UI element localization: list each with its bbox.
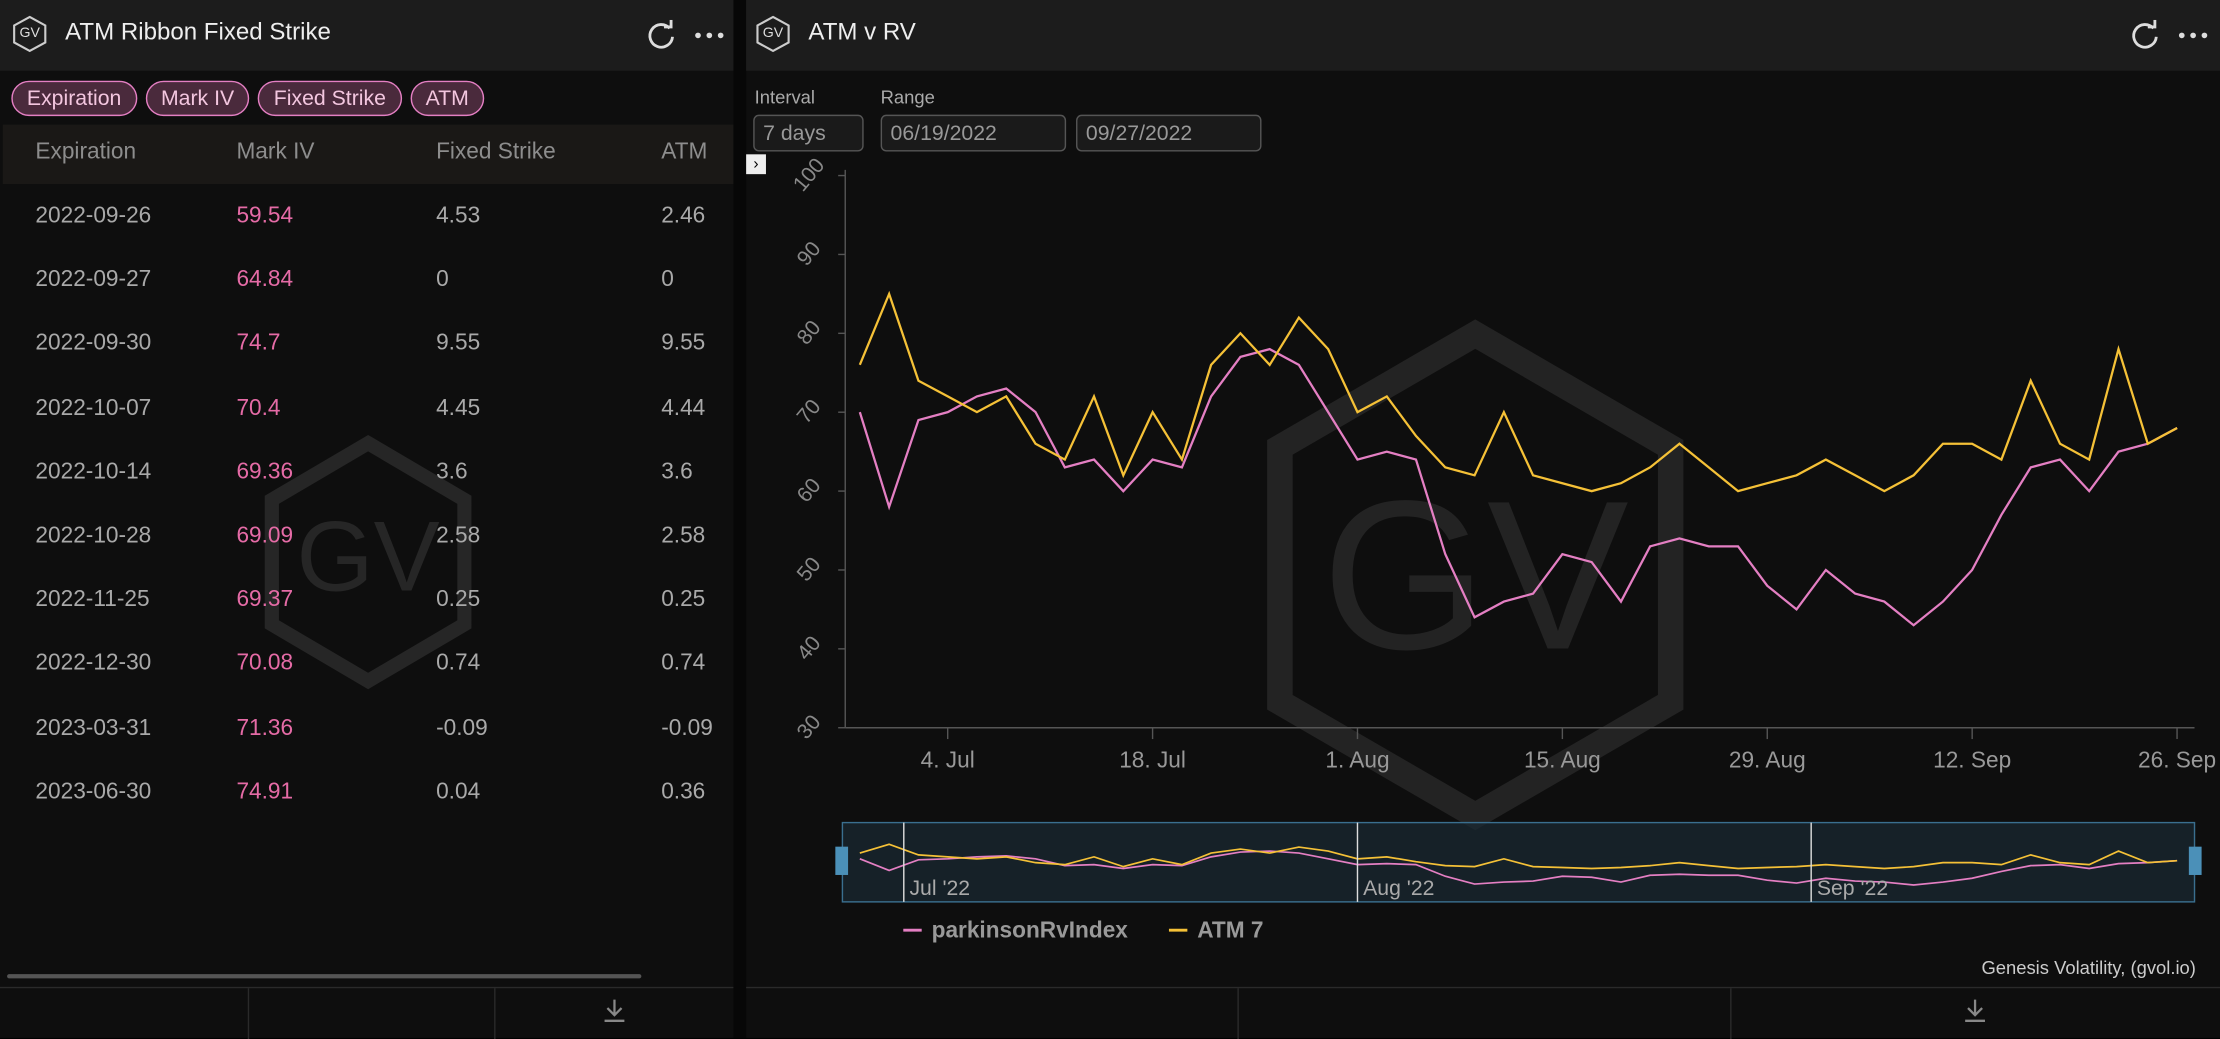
- table-cell: 2022-11-25: [35, 587, 150, 612]
- footer-divider: [494, 988, 496, 1039]
- table-cell: 3.6: [661, 459, 693, 484]
- table-cell: 2.58: [661, 523, 706, 548]
- table-cell: -0.09: [436, 715, 488, 740]
- table-cell: 9.55: [661, 331, 706, 356]
- table-cell: 2.46: [661, 203, 706, 228]
- filter-chip[interactable]: ATM: [410, 80, 485, 117]
- table-header-bg: [2, 124, 734, 185]
- footer-divider: [1237, 988, 1239, 1039]
- filter-chip[interactable]: Expiration: [11, 80, 137, 117]
- table-cell: 2023-03-31: [35, 715, 152, 740]
- table-cell: 2.58: [436, 523, 481, 548]
- watermark-text: GV: [297, 501, 440, 612]
- download-button[interactable]: [1961, 997, 1989, 1025]
- table-cell: 71.36: [236, 715, 294, 740]
- credit: Genesis Volatility, (gvol.io): [1981, 957, 2196, 979]
- column-header: Mark IV: [236, 140, 315, 165]
- column-header: Expiration: [35, 140, 137, 165]
- column-header: ATM: [661, 140, 708, 165]
- panel-title: ATM Ribbon Fixed Strike: [65, 18, 331, 46]
- table-cell: 2022-10-28: [35, 523, 152, 548]
- table-cell: 0.04: [436, 779, 481, 804]
- table-cell: 70.4: [236, 395, 281, 420]
- chip-row: Expiration Mark IV Fixed Strike ATM: [11, 80, 493, 117]
- panel-footer: [746, 986, 2220, 1039]
- right-panel: GV ATM v RV Interval Range 7 days 06/19/…: [746, 0, 2220, 1039]
- scrollbar[interactable]: [7, 974, 642, 979]
- left-panel: GV ATM Ribbon Fixed Strike Expiration Mar…: [0, 0, 734, 1039]
- filter-chip[interactable]: Mark IV: [145, 80, 250, 117]
- download-button[interactable]: [600, 997, 628, 1025]
- logo-hex: [756, 15, 790, 53]
- table-cell: 2022-09-30: [35, 331, 152, 356]
- table-cell: 74.7: [236, 331, 281, 356]
- interval-label: Interval: [754, 86, 816, 108]
- table-cell: 0.25: [436, 587, 481, 612]
- range-end-input[interactable]: 09/27/2022: [1076, 114, 1262, 152]
- logo: GV: [755, 15, 792, 53]
- more-button[interactable]: [694, 20, 725, 51]
- logo-text: GV: [762, 25, 784, 42]
- table-cell: 3.6: [436, 459, 468, 484]
- panel-footer: [0, 986, 734, 1039]
- panel-header: GV ATM v RV: [746, 0, 2220, 71]
- footer-divider: [1730, 988, 1732, 1039]
- table-cell: 0.74: [661, 651, 706, 676]
- more-button[interactable]: [2178, 20, 2209, 51]
- watermark: GV: [264, 434, 472, 690]
- filter-chip[interactable]: Fixed Strike: [258, 80, 402, 117]
- collapse-button[interactable]: ›: [746, 154, 766, 175]
- table-cell: 2022-10-14: [35, 459, 152, 484]
- table-cell: 9.55: [436, 331, 481, 356]
- table-cell: 69.09: [236, 523, 294, 548]
- table-cell: 4.44: [661, 395, 706, 420]
- table-cell: 2022-09-26: [35, 203, 152, 228]
- table-cell: 59.54: [236, 203, 294, 228]
- table-cell: 0: [661, 267, 674, 292]
- panel-title: ATM v RV: [808, 18, 916, 46]
- table-cell: 0.25: [661, 587, 706, 612]
- table-cell: 0.36: [661, 779, 706, 804]
- panel-header: GV ATM Ribbon Fixed Strike: [0, 0, 734, 71]
- range-label: Range: [880, 86, 935, 108]
- table-cell: 2022-10-07: [35, 395, 152, 420]
- column-header: Fixed Strike: [436, 140, 556, 165]
- logo-hex: [13, 15, 47, 53]
- interval-input[interactable]: 7 days: [753, 114, 864, 152]
- table-cell: 2022-12-30: [35, 651, 152, 676]
- logo: GV: [11, 15, 48, 53]
- table-cell: 4.53: [436, 203, 481, 228]
- table-cell: 64.84: [236, 267, 294, 292]
- table-cell: -0.09: [661, 715, 713, 740]
- table-cell: 74.91: [236, 779, 294, 804]
- table-cell: 2023-06-30: [35, 779, 152, 804]
- range-start-input[interactable]: 06/19/2022: [880, 114, 1067, 152]
- table-cell: 0: [436, 267, 449, 292]
- logo-text: GV: [19, 25, 40, 42]
- table-cell: 70.08: [236, 651, 294, 676]
- table-cell: 4.45: [436, 395, 481, 420]
- table-cell: 2022-09-27: [35, 267, 152, 292]
- table-cell: 69.36: [236, 459, 294, 484]
- refresh-button[interactable]: [2129, 19, 2160, 51]
- table-cell: 0.74: [436, 651, 481, 676]
- footer-divider: [247, 988, 250, 1039]
- refresh-button[interactable]: [646, 19, 677, 51]
- table-cell: 69.37: [236, 587, 294, 612]
